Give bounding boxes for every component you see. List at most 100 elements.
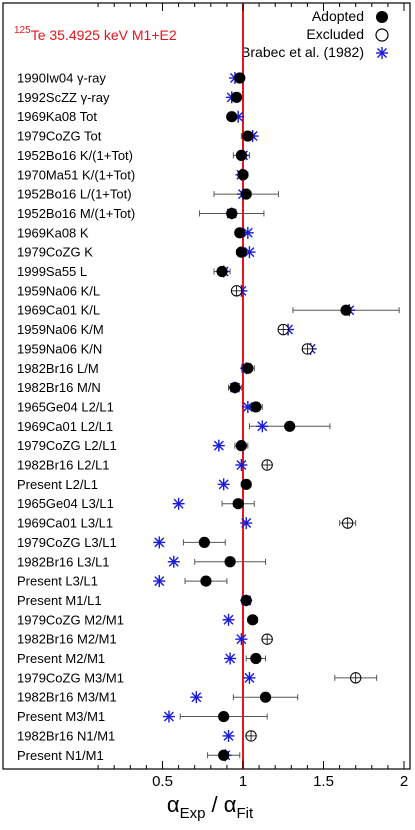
row-label: Present M3/M1 [17,709,105,724]
row-label: 1965Ge04 L2/L1 [17,399,114,414]
x-tick-label: 0.5 [152,773,173,790]
adopted-marker [250,652,262,665]
data-row: Present M2/M1 [17,651,267,666]
brabec-marker [243,671,256,684]
data-row: 1965Ge04 L2/L1 [17,399,263,414]
x-tick-label: 1 [239,773,247,790]
data-row: 1959Na06 K/M [17,322,295,337]
brabec-marker [153,575,166,588]
legend: Adopted Excluded Brabec et al. (1982) [241,8,389,60]
row-label: 1969Ka08 K [17,225,89,240]
row-label: 1979CoZG M2/M1 [17,612,124,627]
adopted-marker [235,149,247,161]
adopted-marker [198,536,210,549]
legend-label-brabec: Brabec et al. (1982) [241,44,364,60]
row-label: 1970Ma51 K/(1+Tot) [17,167,135,182]
data-row: 1959Na06 K/N [17,341,317,356]
row-label: 1982Br16 L2/L1 [17,458,110,473]
x-axis-ticks: 0.5 1 1.5 2 [97,3,408,790]
data-row: 1982Br16 M/N [17,380,242,395]
row-label: 1979CoZG K [17,245,93,260]
legend-marker-excluded [375,28,389,42]
adopted-marker [237,169,249,181]
row-label: 1952Bo16 L/(1+Tot) [17,187,132,202]
brabec-marker [153,536,166,549]
x-axis-label-sub2: Fit [236,805,253,822]
adopted-marker [226,207,238,220]
legend-label-adopted: Adopted [312,8,364,24]
adopted-marker [218,710,230,723]
row-label: 1959Na06 K/L [17,283,100,298]
adopted-marker [284,420,296,432]
row-label: 1979CoZG M3/M1 [17,670,124,685]
brabec-marker [172,497,185,510]
chart-title-mass: 125 [14,25,31,36]
data-row: 1979CoZG L3/L1 [17,535,226,550]
row-label: 1979CoZG L3/L1 [17,535,117,550]
data-row: 1990Iw04 γ-ray [17,71,246,86]
data-row: 1952Bo16 L/(1+Tot) [17,187,279,202]
row-label: 1992ScZZ γ-ray [17,90,110,105]
row-label: 1982Br16 N1/M1 [17,728,115,743]
row-label: 1999Sa55 L [17,264,87,279]
legend-label-excluded: Excluded [306,26,364,42]
brabec-marker [222,729,235,742]
row-label: 1969Ca01 L2/L1 [17,419,113,434]
row-label: 1965Ge04 L3/L1 [17,496,114,511]
chart-title: 125Te 35.4925 keV M1+E2 [14,25,177,43]
brabec-marker [190,691,203,704]
x-tick-label: 1.5 [313,773,334,790]
data-row: 1982Br16 N1/M1 [17,728,257,743]
data-row: 1992ScZZ γ-ray [17,90,243,105]
adopted-marker [340,304,352,316]
data-row: 1979CoZG K [17,245,256,260]
adopted-marker [234,227,246,239]
data-row: Present L3/L1 [17,574,228,589]
brabec-marker [224,652,237,665]
row-label: 1982Br16 L3/L1 [17,554,110,569]
brabec-marker [240,517,253,530]
adopted-marker [259,691,272,703]
row-label: 1969Ka08 Tot [17,109,97,124]
row-label: 1982Br16 M2/M1 [17,632,117,647]
legend-marker-brabec [376,47,388,59]
adopted-marker [247,614,259,626]
data-row: 1979CoZG M2/M1 [17,612,259,627]
x-axis-label-sub1: Exp [180,805,206,822]
row-label: Present L2/L1 [17,477,98,492]
legend-marker-adopted [376,11,388,23]
x-axis-label-alpha2: α [224,792,237,817]
row-label: 1952Bo16 K/(1+Tot) [17,148,133,163]
row-label: Present M2/M1 [17,651,105,666]
data-row: 1979CoZG L2/L1 [17,438,249,453]
adopted-marker [240,188,252,200]
row-label: 1982Br16 M/N [17,380,101,395]
row-label: Present N1/M1 [17,748,104,763]
chart-title-rest: Te 35.4925 keV M1+E2 [31,27,177,43]
adopted-marker [224,556,236,568]
data-row: 1969Ca01 K/L [17,303,400,318]
row-label: 1959Na06 K/N [17,341,102,356]
brabec-marker [217,478,230,491]
data-rows: 1990Iw04 γ-ray 1992ScZZ γ-ray 1969Ka08 Tot… [17,71,400,763]
adopted-marker [218,749,230,761]
data-row: 1969Ca01 L2/L1 [17,419,331,434]
x-axis-label: αExp / αFit [167,792,254,822]
data-row: 1982Br16 M2/M1 [17,632,273,647]
row-label: 1982Br16 M3/M1 [17,690,117,705]
brabec-marker [167,555,180,568]
data-row: 1965Ge04 L3/L1 [17,496,255,511]
adopted-marker [230,91,243,103]
data-row: Present M1/L1 [17,593,253,608]
adopted-marker [242,130,254,142]
adopted-marker [234,72,246,84]
adopted-marker [242,362,254,374]
data-row: 1982Br16 M3/M1 [17,690,299,705]
data-row: 1982Br16 L3/L1 [17,554,267,569]
adopted-marker [235,440,247,452]
data-row: 1982Br16 L/M [17,361,255,376]
row-label: 1990Iw04 γ-ray [17,71,106,86]
data-row: 1970Ma51 K/(1+Tot) [17,167,249,182]
adopted-marker [229,382,241,394]
